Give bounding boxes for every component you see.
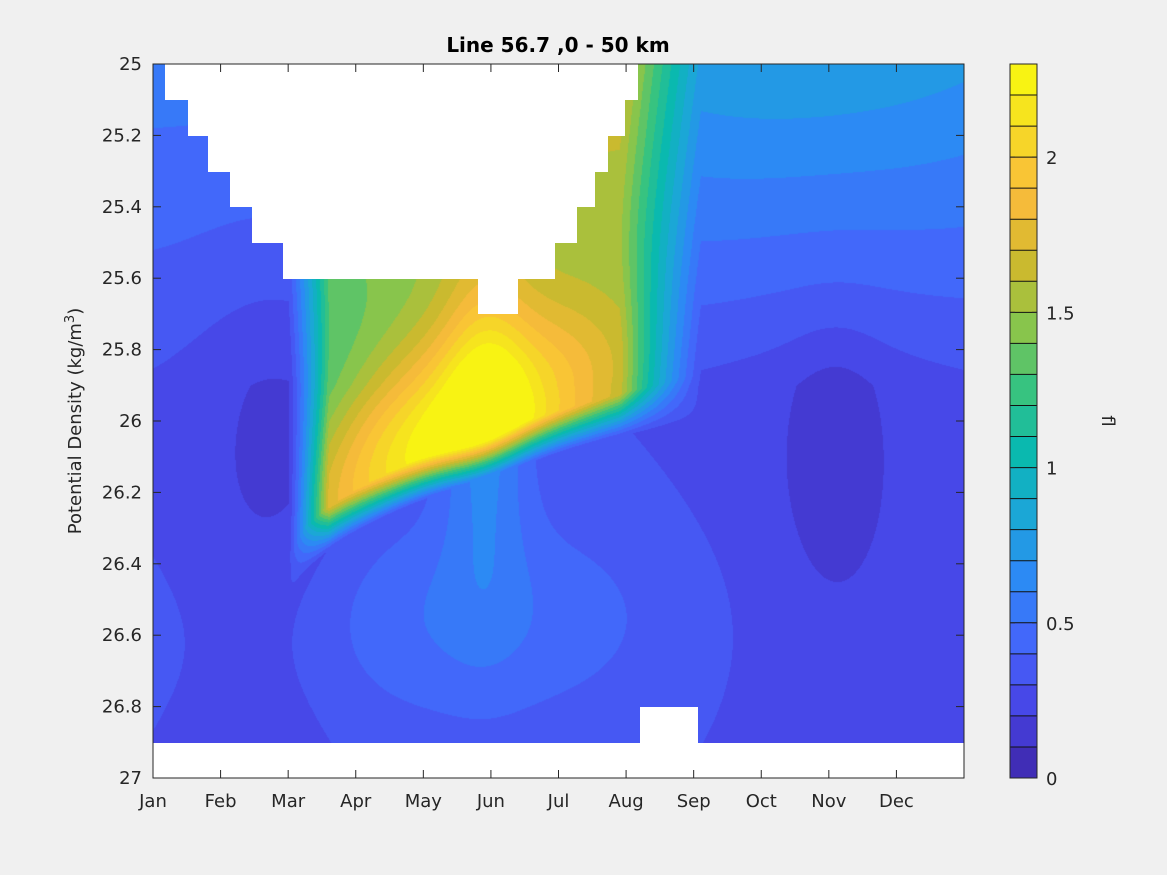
- colorbar-level: [1010, 219, 1037, 251]
- y-tick-label: 25.4: [102, 197, 142, 218]
- y-tick-label: 26.8: [102, 697, 142, 718]
- colorbar-level: [1010, 498, 1037, 530]
- x-axis: Jan Feb Mar Apr May Jun Jul Aug Sep Oct Nov Dec: [138, 64, 914, 812]
- x-tick-label: Mar: [271, 791, 306, 812]
- colorbar-level: [1010, 281, 1037, 313]
- y-axis-label: Potential Density (kg/m3): [63, 308, 87, 535]
- y-tick-label: 25.8: [102, 340, 142, 361]
- colorbar-level: [1010, 591, 1037, 623]
- colorbar-tick-label: 0: [1046, 769, 1057, 790]
- y-tick-label: 25.2: [102, 125, 142, 146]
- colorbar-ticks: 0 0.5 1 1.5 2: [1010, 148, 1075, 790]
- x-tick-label: Apr: [340, 791, 372, 812]
- colorbar-level: [1010, 467, 1037, 499]
- x-tick-label: Aug: [609, 791, 644, 812]
- colorbar-level: [1010, 622, 1037, 654]
- colorbar-level: [1010, 684, 1037, 716]
- colorbar-tick-label: 0.5: [1046, 614, 1075, 635]
- x-tick-label: Feb: [205, 791, 237, 812]
- colorbar-level: [1010, 343, 1037, 375]
- y-axis: 25 25.2 25.4 25.6 25.8 26 26.2 26.4 26.6 26.8 27: [102, 54, 964, 789]
- colorbar-level: [1010, 95, 1037, 127]
- colorbar-level: [1010, 715, 1037, 747]
- x-tick-label: Nov: [811, 791, 846, 812]
- colorbar-level: [1010, 250, 1037, 282]
- colorbar-level: [1010, 64, 1037, 96]
- x-tick-label: Jan: [138, 791, 167, 812]
- y-tick-label: 26.2: [102, 482, 142, 503]
- colorbar-level: [1010, 746, 1037, 778]
- colorbar-level: [1010, 374, 1037, 406]
- colorbar-level: [1010, 188, 1037, 220]
- masked-region-bottom-notch: [640, 707, 698, 743]
- x-tick-label: Oct: [746, 791, 777, 812]
- colorbar-level: [1010, 157, 1037, 189]
- colorbar-tick-label: 1: [1046, 459, 1057, 480]
- chart-title: Line 56.7 ,0 - 50 km: [446, 33, 669, 57]
- colorbar-level: [1010, 126, 1037, 158]
- y-tick-label: 26: [119, 411, 142, 432]
- x-tick-label: Dec: [879, 791, 914, 812]
- x-tick-label: Sep: [677, 791, 711, 812]
- y-tick-label: 26.6: [102, 625, 142, 646]
- x-tick-label: Jun: [476, 791, 505, 812]
- colorbar-level: [1010, 312, 1037, 344]
- colorbar-frame: [1009, 63, 1038, 779]
- y-tick-label: 25.6: [102, 268, 142, 289]
- y-tick-label: 25: [119, 54, 142, 75]
- plot-area: Jan Feb Mar Apr May Jun Jul Aug Sep Oct Nov Dec 252…: [102, 54, 965, 812]
- colorbar-label: fl: [1097, 415, 1118, 426]
- colorbar-level: [1010, 653, 1037, 685]
- x-tick-label: Jul: [547, 791, 570, 812]
- masked-region-top: [165, 64, 638, 314]
- y-tick-label: 26.4: [102, 554, 142, 575]
- colorbar-tick-label: 2: [1046, 148, 1057, 169]
- x-tick-label: May: [405, 791, 443, 812]
- colorbar-levels: [1010, 64, 1037, 778]
- colorbar-level: [1010, 529, 1037, 561]
- colorbar-level: [1010, 560, 1037, 592]
- colorbar-level: [1010, 405, 1037, 437]
- colorbar-level: [1010, 436, 1037, 468]
- colorbar: 0 0.5 1 1.5 2: [1009, 63, 1075, 790]
- y-tick-label: 27: [119, 768, 142, 789]
- colorbar-tick-label: 1.5: [1046, 303, 1075, 324]
